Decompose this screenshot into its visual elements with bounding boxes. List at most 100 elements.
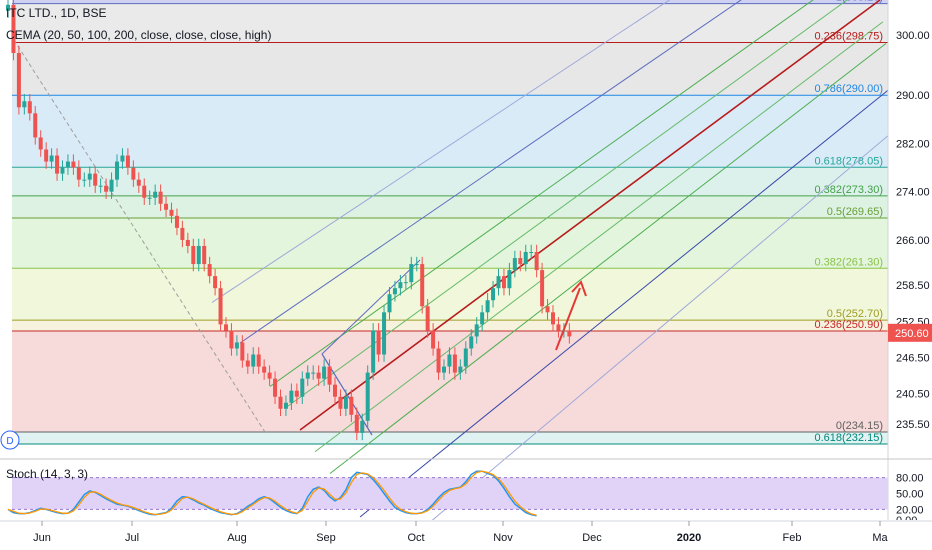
price-tick-6: 274.00 [896,187,930,199]
stoch-band [12,477,888,510]
fib-label-0: 1(305.20) [836,0,883,4]
candle-body-74 [409,264,414,283]
candle-body-72 [398,282,403,289]
symbol-title: ITC LTD., 1D, BSE [6,6,107,20]
annotation-arrow-head [571,280,587,297]
price-tick-9: 300.00 [896,30,930,42]
pitchfork-line-6 [329,43,887,474]
time-axis [0,520,932,550]
candle-body-40 [224,324,228,331]
candle-body-78 [431,330,436,349]
candle-body-80 [442,366,446,373]
annotation-arrow-shaft [555,287,581,351]
candle-body-98 [540,270,545,307]
price-tick-5: 266.00 [896,235,930,247]
candle-body-89 [491,288,496,301]
candle-body-100 [551,312,555,325]
candle-body-62 [343,396,348,409]
candle-body-88 [485,300,490,313]
candle-body-101 [556,324,561,331]
candle-body-63 [349,396,354,415]
candle-body-11 [65,161,70,168]
pitchfork-line-5 [314,21,884,453]
candle-body-79 [436,348,441,373]
candle-body-34 [191,245,196,265]
fib-label-5: 0.5(269.65) [827,206,883,218]
stoch-tick-2: 20.00 [896,504,924,516]
candle-body-51 [283,402,288,409]
candle-body-94 [518,258,523,265]
last-price-label: 250.60 [895,328,929,340]
candle-body-86 [474,324,479,337]
candle-body-2 [16,53,21,108]
candle-body-66 [365,372,370,421]
candle-body-64 [354,414,359,433]
candle-body-58 [322,366,327,379]
candle-body-45 [251,354,256,367]
d-badge [0,430,20,450]
candle-body-33 [185,239,190,246]
candle-body-71 [392,288,397,295]
candle-body-61 [338,396,343,409]
candle-body-69 [382,312,387,355]
candle-body-38 [213,276,218,289]
time-tick-4: Oct [407,532,424,544]
candle-body-81 [447,354,452,367]
candle-body-57 [316,372,321,379]
candle-body-55 [305,372,310,379]
candle-body-52 [289,390,294,403]
price-tick-2: 246.50 [896,353,930,365]
time-tick-6: Dec [582,532,602,544]
candle-body-93 [512,258,517,271]
fib-zone-0 [12,0,888,4]
candle-body-60 [333,384,337,397]
candle-body-1 [11,4,16,54]
fib-label-4: 0.382(273.30) [815,184,884,196]
fib-label-1: 0.236(298.75) [815,30,884,42]
candle-body-37 [207,264,212,277]
candle-body-67 [371,330,376,373]
fib-zone-2 [12,42,888,96]
d-badge-label: D [6,436,13,447]
time-tick-5: Nov [493,532,513,544]
candle-body-35 [196,245,201,265]
fib-zone-8 [12,320,888,331]
candle-body-13 [76,167,81,180]
fib-label-10: 0.618(232.15) [815,432,884,444]
candle-body-92 [507,270,512,289]
pitchfork-line-2 [269,0,814,387]
fib-zone-bottom [12,432,888,445]
fib-label-2: 0.786(290.00) [815,83,884,95]
fib-label-8: 0.236(250.90) [815,319,884,331]
candle-body-42 [234,342,239,349]
candle-body-49 [273,378,278,397]
candle-body-5 [33,113,38,138]
candle-body-97 [534,252,539,271]
price-axis [888,0,932,520]
candle-body-26 [147,197,152,199]
candle-body-20 [115,161,119,180]
candle-body-27 [153,191,158,198]
stoch-tick-0: 80.00 [896,473,924,485]
fib-label-7: 0.5(252.70) [827,308,883,320]
candle-body-59 [327,366,332,385]
time-tick-8: Feb [783,532,802,544]
fib-trend-line [13,39,266,433]
candle-body-68 [376,330,381,355]
candle-body-54 [300,378,305,397]
fib-zone-9 [12,331,888,432]
candle-body-30 [169,209,174,216]
fib-zone-6 [12,217,888,269]
candle-body-48 [267,372,272,379]
candle-body-17 [98,185,103,187]
candle-body-25 [142,185,147,198]
candle-body-18 [104,185,109,192]
candle-body-36 [202,245,207,265]
stoch-legend: Stoch (14, 3, 3) [6,467,89,481]
candle-body-44 [245,360,250,367]
indicator-legend: CEMA (20, 50, 100, 200, close, close, cl… [6,28,272,42]
time-tick-0: Jun [33,532,51,544]
last-price-badge [888,323,932,342]
